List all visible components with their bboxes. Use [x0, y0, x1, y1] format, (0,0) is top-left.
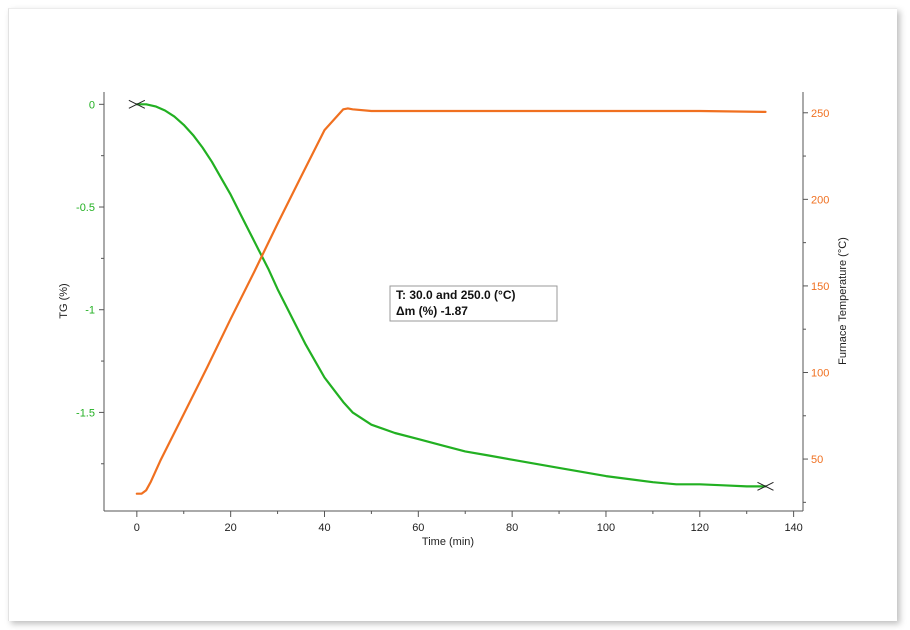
range-marker-stroke — [757, 481, 774, 491]
range-marker-stroke — [128, 99, 146, 109]
y-left-tick-label: -1 — [85, 305, 95, 317]
range-marker — [757, 481, 774, 491]
x-tick-label: 40 — [318, 522, 330, 534]
markers-layer — [128, 99, 774, 491]
y-right-tick-label: 150 — [811, 281, 829, 293]
series-layer — [135, 103, 767, 495]
annotation-line-2: Δm (%) -1.87 — [396, 304, 468, 318]
y-axis-label-left: TG (%) — [58, 283, 70, 318]
range-marker — [128, 99, 146, 109]
y-axis-label-right: Furnace Temperature (°C) — [837, 237, 849, 365]
y-right-tick-label: 100 — [811, 367, 829, 379]
y-left-tick-label: -0.5 — [76, 202, 95, 214]
annotation-box: T: 30.0 and 250.0 (°C) Δm (%) -1.87 — [389, 285, 558, 322]
x-tick-label: 0 — [134, 522, 140, 534]
axes: 0 20 40 60 80 100 120 140 0 -0.5 -1 -1.5 250 200 150 10… — [76, 92, 829, 534]
y-left-tick-label: -1.5 — [76, 407, 95, 419]
x-axis-label: Time (min) — [422, 536, 474, 548]
annotation-frame — [389, 285, 558, 322]
x-tick-label: 80 — [506, 522, 518, 534]
tg-series-line — [135, 103, 767, 488]
temperature-series-line — [135, 107, 767, 495]
annotation-line-1: T: 30.0 and 250.0 (°C) — [396, 288, 516, 302]
y-right-tick-label: 200 — [811, 194, 829, 206]
x-tick-label: 20 — [225, 522, 237, 534]
y-right-tick-label: 50 — [811, 454, 823, 466]
y-left-tick-label: 0 — [89, 99, 95, 111]
x-tick-label: 120 — [691, 522, 709, 534]
x-tick-label: 60 — [412, 522, 424, 534]
y-right-tick-label: 250 — [811, 108, 829, 120]
x-tick-label: 140 — [784, 522, 802, 534]
x-tick-label: 100 — [597, 522, 615, 534]
